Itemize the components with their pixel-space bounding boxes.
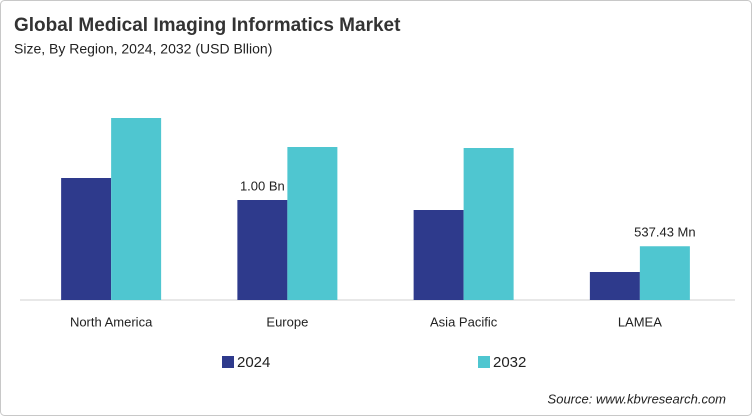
x-tick-label: Europe [266, 314, 308, 329]
x-tick-label: Asia Pacific [430, 314, 498, 329]
value-label: 537.43 Mn [634, 225, 695, 240]
bar [413, 210, 464, 300]
x-tick-label: LAMEA [618, 314, 662, 329]
chart-title: Global Medical Imaging Informatics Marke… [14, 15, 401, 36]
bar [589, 272, 640, 300]
bar [287, 147, 338, 300]
legend-swatch [478, 356, 490, 368]
legend-swatch [222, 356, 234, 368]
bar [639, 246, 690, 300]
bar [61, 178, 112, 300]
bar [237, 200, 288, 300]
legend-label: 2024 [237, 354, 270, 371]
x-tick-label: North America [70, 314, 153, 329]
chart-subtitle: Size, By Region, 2024, 2032 (USD Bllion) [14, 41, 272, 57]
source: Source: www.kbvresearch.com [548, 391, 727, 406]
bar [111, 118, 162, 300]
bar [463, 148, 514, 300]
value-label: 1.00 Bn [240, 178, 285, 193]
legend-label: 2032 [493, 354, 526, 371]
